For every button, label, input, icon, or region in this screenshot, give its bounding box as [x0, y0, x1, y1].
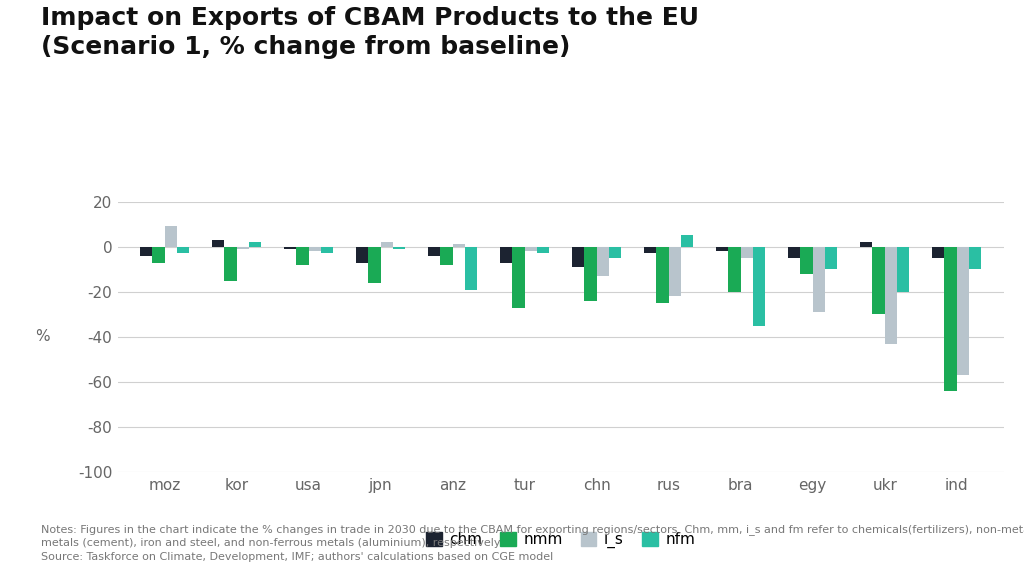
- Bar: [212, 240, 224, 247]
- Legend: chm, nmm, i_s, nfm: chm, nmm, i_s, nfm: [420, 526, 701, 555]
- Bar: [321, 247, 333, 253]
- Bar: [897, 247, 909, 292]
- Bar: [224, 247, 237, 281]
- Bar: [165, 226, 177, 247]
- Bar: [500, 247, 512, 263]
- Bar: [609, 247, 622, 258]
- Bar: [681, 236, 693, 247]
- Bar: [956, 247, 969, 376]
- Bar: [669, 247, 681, 297]
- Bar: [153, 247, 165, 263]
- Bar: [813, 247, 825, 312]
- Bar: [140, 247, 153, 256]
- Bar: [944, 247, 956, 391]
- Bar: [428, 247, 440, 256]
- Bar: [728, 247, 740, 292]
- Bar: [597, 247, 609, 276]
- Bar: [237, 247, 249, 249]
- Bar: [932, 247, 944, 258]
- Bar: [872, 247, 885, 314]
- Bar: [801, 247, 813, 274]
- Bar: [572, 247, 585, 267]
- Bar: [524, 247, 537, 251]
- Bar: [440, 247, 453, 265]
- Bar: [308, 247, 321, 251]
- Bar: [753, 247, 765, 325]
- Bar: [585, 247, 597, 301]
- Bar: [740, 247, 753, 258]
- Bar: [860, 242, 872, 247]
- Bar: [716, 247, 728, 251]
- Bar: [284, 247, 296, 249]
- Bar: [537, 247, 549, 253]
- Bar: [356, 247, 369, 263]
- Bar: [512, 247, 524, 308]
- Bar: [969, 247, 981, 270]
- Text: %: %: [35, 329, 50, 344]
- Bar: [296, 247, 308, 265]
- Text: Notes: Figures in the chart indicate the % changes in trade in 2030 due to the C: Notes: Figures in the chart indicate the…: [41, 524, 1024, 562]
- Bar: [381, 242, 393, 247]
- Bar: [177, 247, 189, 253]
- Text: Impact on Exports of CBAM Products to the EU
(Scenario 1, % change from baseline: Impact on Exports of CBAM Products to th…: [41, 6, 699, 59]
- Bar: [369, 247, 381, 283]
- Bar: [788, 247, 801, 258]
- Bar: [656, 247, 669, 303]
- Bar: [249, 242, 261, 247]
- Bar: [453, 244, 465, 247]
- Bar: [644, 247, 656, 253]
- Bar: [393, 247, 406, 249]
- Bar: [825, 247, 838, 270]
- Bar: [465, 247, 477, 290]
- Bar: [885, 247, 897, 344]
